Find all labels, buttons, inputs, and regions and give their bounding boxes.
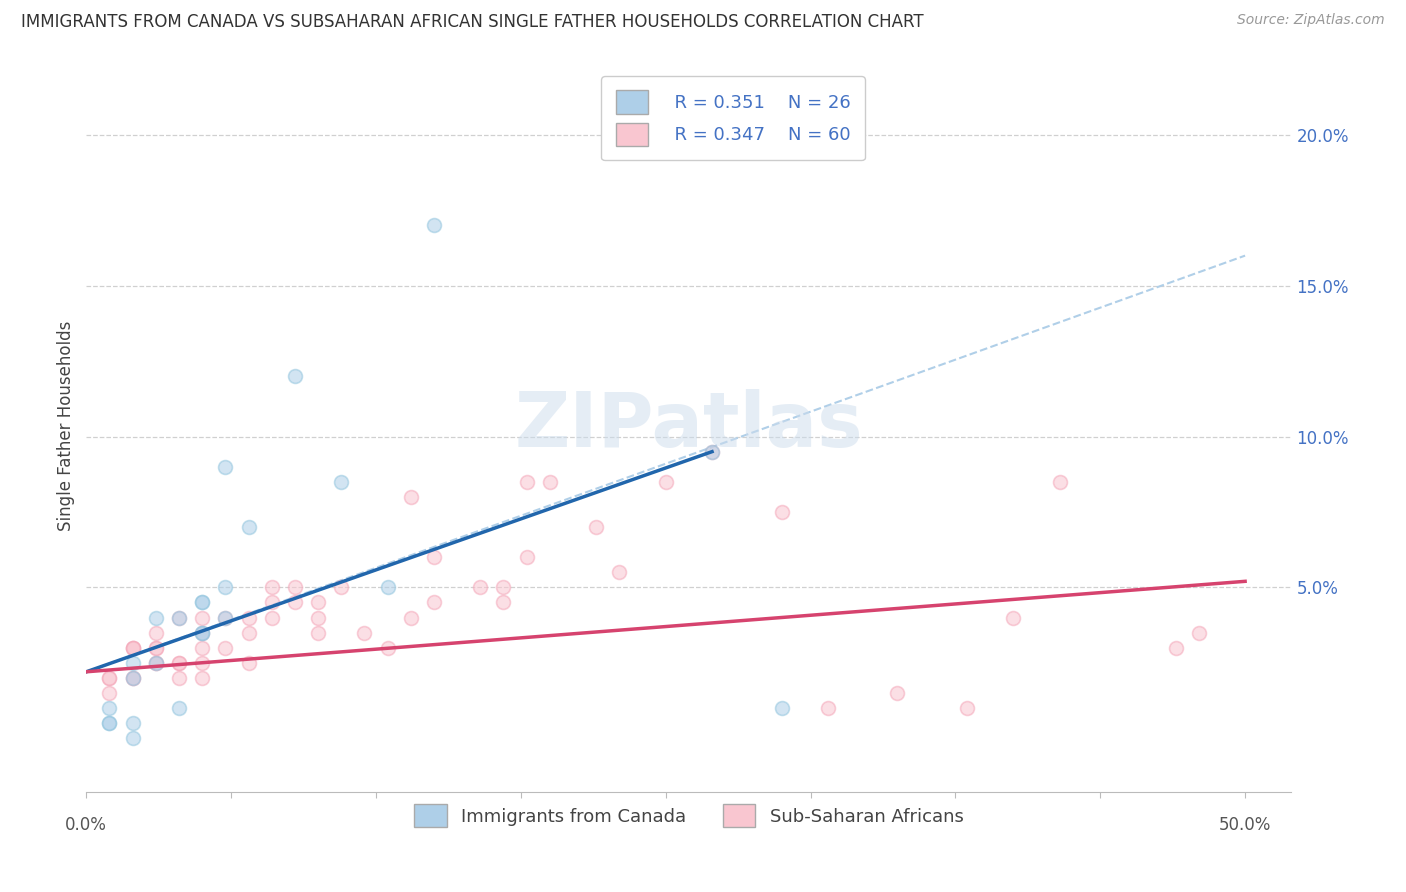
Point — [817, 701, 839, 715]
Text: 50.0%: 50.0% — [1219, 816, 1271, 834]
Point — [284, 595, 307, 609]
Point — [1049, 475, 1071, 489]
Point — [260, 610, 283, 624]
Text: 0.0%: 0.0% — [65, 816, 107, 834]
Point — [98, 701, 121, 715]
Point — [214, 459, 236, 474]
Point — [492, 595, 515, 609]
Point — [167, 610, 190, 624]
Point — [307, 610, 329, 624]
Point — [260, 595, 283, 609]
Point — [423, 219, 446, 233]
Text: ZIPatlas: ZIPatlas — [515, 389, 863, 463]
Text: IMMIGRANTS FROM CANADA VS SUBSAHARAN AFRICAN SINGLE FATHER HOUSEHOLDS CORRELATIO: IMMIGRANTS FROM CANADA VS SUBSAHARAN AFR… — [21, 13, 924, 31]
Point — [238, 520, 260, 534]
Point — [167, 671, 190, 685]
Point — [145, 625, 167, 640]
Point — [121, 671, 143, 685]
Point — [145, 610, 167, 624]
Point — [145, 640, 167, 655]
Legend: Immigrants from Canada, Sub-Saharan Africans: Immigrants from Canada, Sub-Saharan Afri… — [408, 797, 970, 835]
Point — [886, 686, 908, 700]
Point — [238, 625, 260, 640]
Point — [307, 625, 329, 640]
Point — [214, 610, 236, 624]
Point — [191, 640, 214, 655]
Y-axis label: Single Father Households: Single Father Households — [58, 321, 75, 532]
Point — [191, 625, 214, 640]
Point — [492, 580, 515, 594]
Point — [1002, 610, 1025, 624]
Point — [191, 671, 214, 685]
Point — [121, 656, 143, 670]
Point — [399, 610, 422, 624]
Point — [770, 143, 793, 157]
Point — [470, 580, 492, 594]
Point — [191, 625, 214, 640]
Point — [585, 520, 607, 534]
Point — [167, 656, 190, 670]
Point — [1188, 625, 1211, 640]
Point — [121, 671, 143, 685]
Point — [145, 640, 167, 655]
Point — [377, 640, 399, 655]
Point — [121, 671, 143, 685]
Point — [214, 640, 236, 655]
Point — [399, 490, 422, 504]
Point — [121, 640, 143, 655]
Point — [121, 731, 143, 746]
Point — [214, 580, 236, 594]
Point — [98, 671, 121, 685]
Point — [609, 566, 631, 580]
Point — [145, 656, 167, 670]
Point — [770, 701, 793, 715]
Point — [167, 701, 190, 715]
Point — [98, 686, 121, 700]
Point — [98, 716, 121, 731]
Point — [700, 444, 723, 458]
Point — [700, 444, 723, 458]
Point — [330, 475, 353, 489]
Point — [516, 475, 538, 489]
Point — [98, 716, 121, 731]
Point — [516, 550, 538, 565]
Point — [284, 580, 307, 594]
Point — [956, 701, 979, 715]
Point — [191, 656, 214, 670]
Point — [330, 580, 353, 594]
Point — [121, 640, 143, 655]
Point — [423, 550, 446, 565]
Point — [214, 610, 236, 624]
Point — [423, 595, 446, 609]
Point — [191, 595, 214, 609]
Point — [377, 580, 399, 594]
Point — [353, 625, 375, 640]
Point — [145, 656, 167, 670]
Point — [167, 610, 190, 624]
Point — [121, 716, 143, 731]
Point — [121, 640, 143, 655]
Point — [167, 656, 190, 670]
Point — [770, 505, 793, 519]
Point — [538, 475, 561, 489]
Point — [284, 369, 307, 384]
Text: Source: ZipAtlas.com: Source: ZipAtlas.com — [1237, 13, 1385, 28]
Point — [191, 595, 214, 609]
Point — [238, 656, 260, 670]
Point — [307, 595, 329, 609]
Point — [191, 625, 214, 640]
Point — [191, 610, 214, 624]
Point — [145, 656, 167, 670]
Point — [1164, 640, 1187, 655]
Point — [260, 580, 283, 594]
Point — [238, 610, 260, 624]
Point — [654, 475, 676, 489]
Point — [98, 671, 121, 685]
